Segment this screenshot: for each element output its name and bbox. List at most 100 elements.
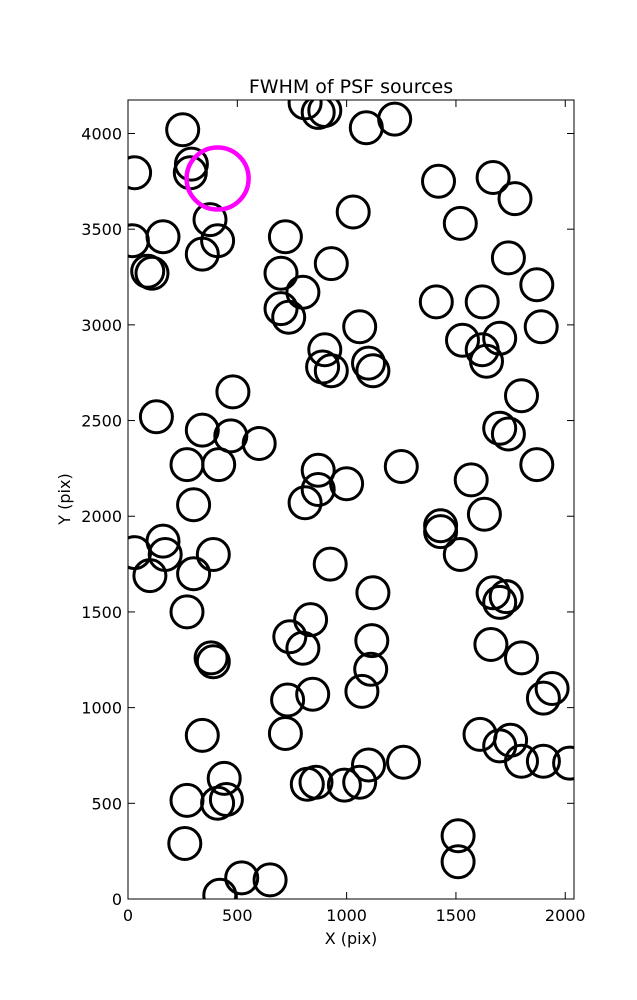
data-point xyxy=(293,602,329,638)
data-point xyxy=(442,537,478,572)
data-point xyxy=(497,181,533,217)
data-point xyxy=(312,546,348,582)
data-point xyxy=(344,673,380,709)
data-point xyxy=(326,767,362,803)
data-point xyxy=(552,745,574,781)
data-point xyxy=(267,716,303,751)
data-point xyxy=(208,782,244,817)
data-point xyxy=(145,219,181,255)
data-point xyxy=(200,223,236,259)
data-point xyxy=(490,240,526,276)
data-point xyxy=(469,343,504,379)
y-tick-label: 2000 xyxy=(81,507,122,526)
y-tick-label: 4000 xyxy=(81,124,122,143)
data-point xyxy=(313,353,349,389)
x-axis-ticks: 0 500 1000 1500 2000 xyxy=(123,100,586,925)
data-point xyxy=(206,760,242,796)
data-point xyxy=(482,320,518,356)
data-point xyxy=(169,447,205,483)
y-tick-label: 0 xyxy=(112,890,122,909)
data-point xyxy=(272,619,308,655)
data-point xyxy=(329,466,365,502)
data-point xyxy=(354,623,390,659)
data-point xyxy=(307,100,343,128)
data-point xyxy=(128,155,153,191)
data-point xyxy=(440,818,476,854)
data-point xyxy=(270,682,306,718)
data-point xyxy=(138,399,174,435)
data-point xyxy=(490,416,526,452)
data-point xyxy=(300,452,336,488)
data-point xyxy=(167,826,203,861)
data-point xyxy=(383,449,419,484)
data-point xyxy=(445,322,480,358)
data-point xyxy=(202,877,238,899)
data-point xyxy=(442,205,478,241)
data-point xyxy=(504,743,539,779)
data-point xyxy=(355,353,391,389)
data-point xyxy=(342,309,378,345)
y-tick-label: 1000 xyxy=(81,699,122,718)
y-tick-label: 3500 xyxy=(81,220,122,239)
data-point xyxy=(482,584,518,620)
data-point xyxy=(353,651,389,687)
data-point xyxy=(193,640,229,676)
data-point xyxy=(241,426,277,461)
data-point xyxy=(145,523,181,559)
data-point xyxy=(386,744,421,780)
data-points xyxy=(128,100,574,899)
data-point xyxy=(377,101,413,137)
data-point xyxy=(184,717,220,753)
data-point xyxy=(351,747,386,783)
data-point xyxy=(519,267,555,303)
x-tick-label: 1500 xyxy=(436,906,477,925)
data-point xyxy=(519,447,555,483)
data-point xyxy=(201,447,237,483)
data-point xyxy=(165,112,201,148)
x-tick-label: 0 xyxy=(123,906,133,925)
data-point xyxy=(351,345,386,381)
y-axis-label: Y (pix) xyxy=(55,473,74,525)
data-point xyxy=(285,630,321,666)
data-point xyxy=(473,627,509,662)
data-point xyxy=(147,537,183,572)
y-tick-label: 500 xyxy=(91,794,122,813)
y-tick-label: 1500 xyxy=(81,603,122,622)
data-point xyxy=(525,680,561,716)
data-point xyxy=(298,764,334,800)
data-point xyxy=(252,862,288,898)
data-point xyxy=(421,163,456,199)
data-point xyxy=(300,100,336,130)
x-tick-label: 1000 xyxy=(326,906,367,925)
data-point xyxy=(295,676,331,712)
data-point xyxy=(267,219,303,255)
data-point xyxy=(169,594,205,630)
data-point xyxy=(493,722,529,758)
data-point xyxy=(462,716,498,752)
plot-frame xyxy=(127,99,575,900)
data-point xyxy=(453,462,489,498)
data-point xyxy=(192,202,228,238)
data-point xyxy=(263,255,299,291)
data-point xyxy=(195,644,231,680)
data-point xyxy=(418,284,454,320)
data-point xyxy=(184,412,220,448)
y-tick-label: 2500 xyxy=(81,412,122,431)
data-point xyxy=(504,640,539,676)
data-point xyxy=(440,844,476,880)
data-point xyxy=(488,579,524,615)
y-tick-label: 3000 xyxy=(81,316,122,335)
data-point xyxy=(355,575,391,611)
data-point xyxy=(342,764,378,800)
data-point xyxy=(176,487,212,523)
data-point xyxy=(335,194,371,230)
data-point xyxy=(213,418,249,454)
data-point xyxy=(313,246,349,282)
data-point xyxy=(423,514,459,550)
chart-title: FWHM of PSF sources xyxy=(249,76,453,98)
data-point xyxy=(287,485,323,521)
data-point xyxy=(475,575,511,611)
data-point xyxy=(176,556,212,592)
x-axis-label: X (pix) xyxy=(325,929,378,948)
